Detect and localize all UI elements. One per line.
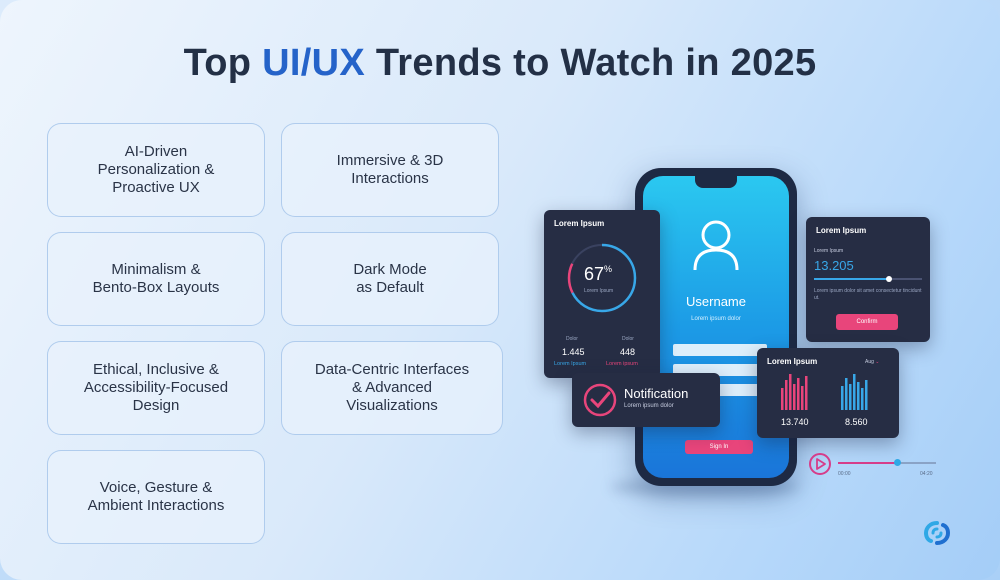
gauge-left-value: 1.445: [562, 347, 585, 357]
brand-logo-icon: [923, 521, 951, 545]
gauge-percent-unit: %: [604, 264, 613, 274]
slider-label: Lorem Ipsum: [814, 248, 844, 254]
gauge-panel: Lorem Ipsum 67% Lorem Ipsum Dolor Dolor …: [544, 210, 660, 378]
user-icon: [693, 220, 739, 271]
gauge-panel-title: Lorem Ipsum: [554, 219, 605, 228]
notification-sub: Lorem ipsum dolor: [624, 403, 674, 409]
gauge-right-caption: Lorem ipsum: [606, 361, 638, 367]
trend-card-voice-gesture: Voice, Gesture & Ambient Interactions: [47, 450, 265, 544]
player-progress-thumb: [894, 459, 901, 466]
bar-chart-panel: Lorem Ipsum Aug ⌄ 13.740 8.560: [757, 348, 899, 438]
pink-bars: [781, 374, 808, 410]
bar-chart-value-left: 13.740: [781, 417, 809, 427]
page-title: Top UI/UX Trends to Watch in 2025: [0, 42, 1000, 85]
player-time-end: 04:20: [920, 471, 933, 477]
bar-chart-dropdown: Aug ⌄: [865, 359, 880, 365]
gauge-left-caption: Lorem Ipsum: [554, 361, 587, 367]
slider-track: [814, 276, 922, 282]
trend-card-minimalism: Minimalism & Bento-Box Layouts: [47, 232, 265, 326]
trend-card-data-centric: Data-Centric Interfaces & Advanced Visua…: [281, 341, 503, 435]
username-label: Username: [686, 294, 746, 309]
title-prefix: Top: [183, 42, 252, 84]
bar-chart-title: Lorem Ipsum: [767, 357, 818, 366]
gauge-left-label: Dolor: [566, 336, 578, 342]
play-icon: [809, 453, 831, 475]
gauge-right-label: Dolor: [622, 336, 634, 342]
phone-notch: [695, 176, 737, 188]
title-suffix: Trends to Watch in 2025: [375, 42, 817, 84]
signin-button: Sign In: [685, 440, 753, 454]
player-time-start: 00:00: [838, 471, 851, 477]
chevron-down-icon: ⌄: [875, 359, 880, 365]
gauge-ring: [567, 243, 637, 313]
slider-fill: [814, 278, 888, 280]
notification-panel: Notification Lorem ipsum dolor: [572, 373, 720, 427]
player-progress-track: [838, 459, 936, 466]
trend-card-dark-mode: Dark Mode as Default: [281, 232, 499, 326]
confirm-button: Confirm: [836, 314, 898, 330]
slider-body: Lorem ipsum dolor sit amet consectetur t…: [814, 288, 922, 301]
login-field-1: [673, 344, 767, 356]
dropdown-label: Aug: [865, 359, 874, 365]
trend-card-immersive-3d: Immersive & 3D Interactions: [281, 123, 499, 217]
trend-card-ethical-accessibility: Ethical, Inclusive & Accessibility-Focus…: [47, 341, 265, 435]
gauge-right-value: 448: [620, 347, 636, 357]
bar-chart-graphic: [781, 374, 868, 410]
check-circle-icon: [583, 383, 617, 417]
title-accent: UI/UX: [262, 42, 366, 84]
notification-title: Notification: [624, 386, 689, 401]
slider-panel: Lorem Ipsum Lorem Ipsum 13.205 Lorem ips…: [806, 217, 930, 342]
gauge-sub: Lorem Ipsum: [584, 288, 614, 294]
slider-value: 13.205: [814, 258, 854, 273]
gauge-percent-value: 67: [584, 264, 605, 284]
username-sub: Lorem ipsum dolor: [691, 316, 741, 322]
trend-card-ai-personalization: AI-Driven Personalization & Proactive UX: [47, 123, 265, 217]
player-progress-fill: [838, 462, 897, 464]
slider-panel-title: Lorem Ipsum: [816, 226, 867, 235]
gauge-percent: 67%: [584, 264, 612, 285]
bar-chart-value-right: 8.560: [845, 417, 868, 427]
blue-bars: [841, 374, 868, 410]
slider-thumb: [886, 276, 892, 282]
